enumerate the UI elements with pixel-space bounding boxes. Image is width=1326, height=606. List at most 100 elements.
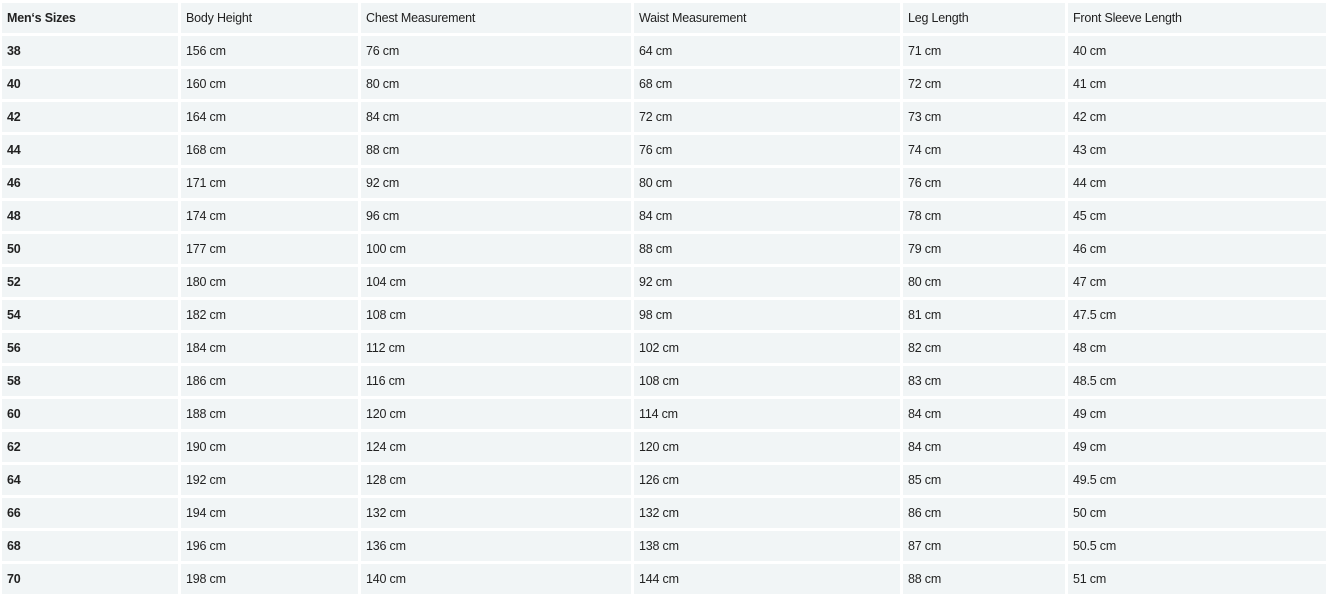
cell-body-height: 190 cm [181,431,358,462]
cell-front-sleeve-length: 43 cm [1068,134,1326,165]
table-row: 44 168 cm 88 cm 76 cm 74 cm 43 cm [2,134,1326,165]
cell-body-height: 171 cm [181,167,358,198]
column-header-body-height: Body Height [181,2,358,33]
cell-front-sleeve-length: 46 cm [1068,233,1326,264]
table-row: 64 192 cm 128 cm 126 cm 85 cm 49.5 cm [2,464,1326,495]
cell-front-sleeve-length: 44 cm [1068,167,1326,198]
cell-size: 58 [2,365,178,396]
cell-chest: 140 cm [361,563,631,594]
cell-size: 62 [2,431,178,462]
cell-front-sleeve-length: 47.5 cm [1068,299,1326,330]
cell-size: 56 [2,332,178,363]
cell-waist: 98 cm [634,299,900,330]
cell-body-height: 188 cm [181,398,358,429]
cell-body-height: 164 cm [181,101,358,132]
cell-waist: 102 cm [634,332,900,363]
column-header-waist: Waist Measurement [634,2,900,33]
cell-waist: 144 cm [634,563,900,594]
cell-size: 48 [2,200,178,231]
cell-chest: 116 cm [361,365,631,396]
cell-leg-length: 73 cm [903,101,1065,132]
cell-front-sleeve-length: 50 cm [1068,497,1326,528]
cell-leg-length: 78 cm [903,200,1065,231]
cell-size: 54 [2,299,178,330]
cell-front-sleeve-length: 49 cm [1068,398,1326,429]
cell-waist: 132 cm [634,497,900,528]
table-row: 38 156 cm 76 cm 64 cm 71 cm 40 cm [2,35,1326,66]
cell-size: 40 [2,68,178,99]
cell-leg-length: 81 cm [903,299,1065,330]
column-header-size: Men‘s Sizes [2,2,178,33]
cell-leg-length: 86 cm [903,497,1065,528]
cell-waist: 108 cm [634,365,900,396]
table-row: 54 182 cm 108 cm 98 cm 81 cm 47.5 cm [2,299,1326,330]
column-header-leg-length: Leg Length [903,2,1065,33]
cell-waist: 72 cm [634,101,900,132]
cell-leg-length: 88 cm [903,563,1065,594]
cell-waist: 92 cm [634,266,900,297]
cell-waist: 84 cm [634,200,900,231]
cell-body-height: 156 cm [181,35,358,66]
cell-front-sleeve-length: 48 cm [1068,332,1326,363]
cell-leg-length: 85 cm [903,464,1065,495]
cell-waist: 114 cm [634,398,900,429]
header-row: Men‘s Sizes Body Height Chest Measurement W… [2,2,1326,33]
cell-waist: 80 cm [634,167,900,198]
table-row: 68 196 cm 136 cm 138 cm 87 cm 50.5 cm [2,530,1326,561]
cell-waist: 68 cm [634,68,900,99]
cell-chest: 120 cm [361,398,631,429]
cell-leg-length: 84 cm [903,398,1065,429]
cell-chest: 108 cm [361,299,631,330]
cell-chest: 112 cm [361,332,631,363]
cell-leg-length: 71 cm [903,35,1065,66]
table-row: 60 188 cm 120 cm 114 cm 84 cm 49 cm [2,398,1326,429]
table-row: 58 186 cm 116 cm 108 cm 83 cm 48.5 cm [2,365,1326,396]
cell-front-sleeve-length: 42 cm [1068,101,1326,132]
table-row: 62 190 cm 124 cm 120 cm 84 cm 49 cm [2,431,1326,462]
cell-chest: 92 cm [361,167,631,198]
cell-leg-length: 74 cm [903,134,1065,165]
cell-waist: 120 cm [634,431,900,462]
cell-chest: 100 cm [361,233,631,264]
cell-chest: 128 cm [361,464,631,495]
cell-front-sleeve-length: 49.5 cm [1068,464,1326,495]
cell-size: 42 [2,101,178,132]
cell-size: 44 [2,134,178,165]
cell-body-height: 177 cm [181,233,358,264]
cell-size: 68 [2,530,178,561]
cell-leg-length: 83 cm [903,365,1065,396]
cell-size: 52 [2,266,178,297]
table-row: 46 171 cm 92 cm 80 cm 76 cm 44 cm [2,167,1326,198]
cell-body-height: 196 cm [181,530,358,561]
cell-body-height: 192 cm [181,464,358,495]
cell-body-height: 160 cm [181,68,358,99]
cell-size: 38 [2,35,178,66]
cell-leg-length: 72 cm [903,68,1065,99]
cell-leg-length: 76 cm [903,167,1065,198]
cell-body-height: 198 cm [181,563,358,594]
table-row: 70 198 cm 140 cm 144 cm 88 cm 51 cm [2,563,1326,594]
cell-chest: 96 cm [361,200,631,231]
cell-chest: 80 cm [361,68,631,99]
cell-size: 66 [2,497,178,528]
cell-waist: 138 cm [634,530,900,561]
cell-chest: 76 cm [361,35,631,66]
cell-body-height: 184 cm [181,332,358,363]
cell-waist: 126 cm [634,464,900,495]
table-row: 66 194 cm 132 cm 132 cm 86 cm 50 cm [2,497,1326,528]
cell-chest: 124 cm [361,431,631,462]
cell-leg-length: 87 cm [903,530,1065,561]
cell-body-height: 186 cm [181,365,358,396]
cell-size: 60 [2,398,178,429]
cell-front-sleeve-length: 48.5 cm [1068,365,1326,396]
cell-chest: 88 cm [361,134,631,165]
cell-front-sleeve-length: 51 cm [1068,563,1326,594]
table-row: 40 160 cm 80 cm 68 cm 72 cm 41 cm [2,68,1326,99]
cell-waist: 64 cm [634,35,900,66]
table-row: 56 184 cm 112 cm 102 cm 82 cm 48 cm [2,332,1326,363]
cell-chest: 84 cm [361,101,631,132]
cell-waist: 88 cm [634,233,900,264]
column-header-chest: Chest Measurement [361,2,631,33]
cell-size: 64 [2,464,178,495]
